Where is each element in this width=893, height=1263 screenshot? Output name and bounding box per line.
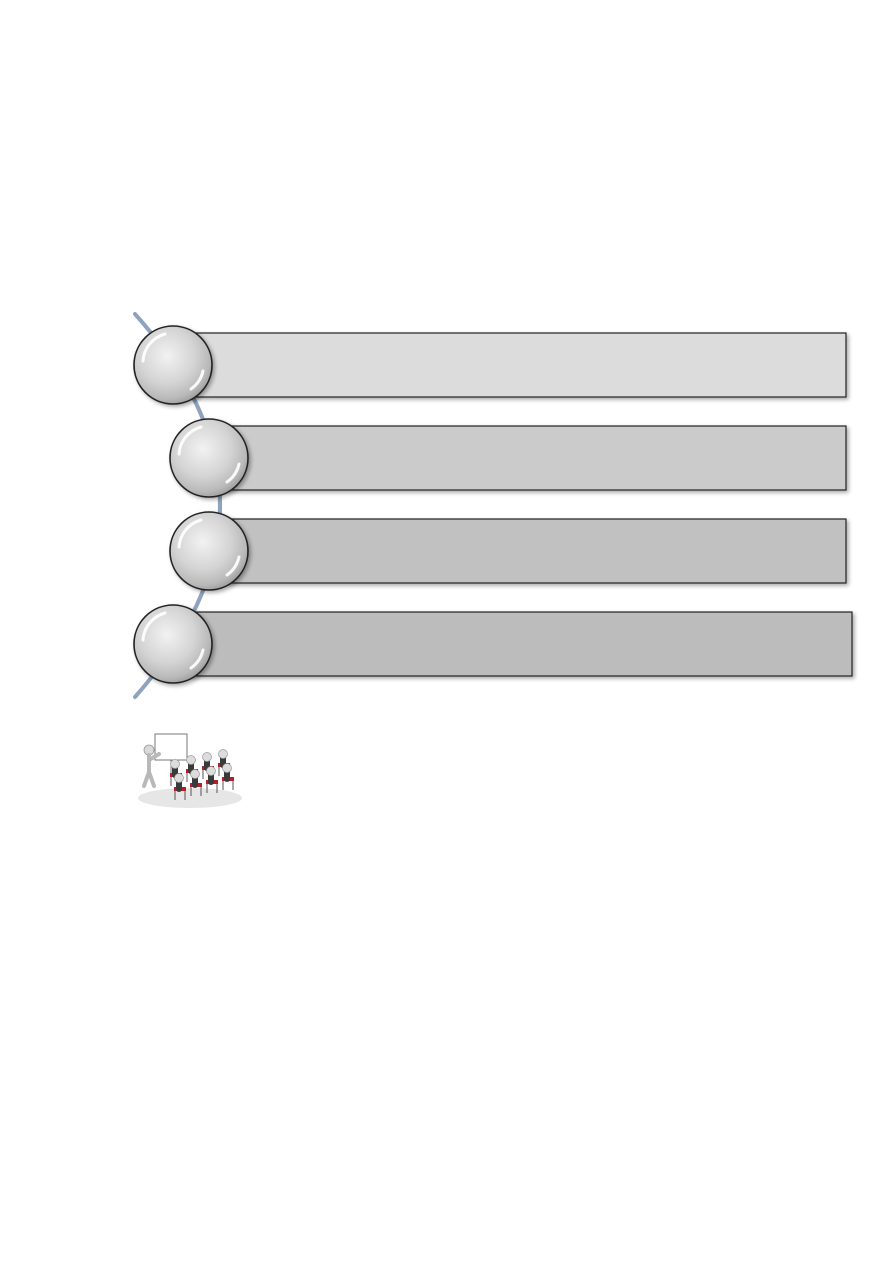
audience-figure-5 [174, 773, 186, 800]
list-circle-2 [169, 418, 249, 498]
list-bar-2 [225, 425, 847, 491]
circle-gloss-lower-4 [189, 648, 205, 670]
list-bar-4 [189, 611, 853, 677]
list-item-1 [133, 325, 847, 405]
list-bar-1 [189, 332, 847, 398]
presentation-audience-icon [138, 733, 242, 808]
circle-gloss-2 [177, 425, 203, 456]
list-circle-1 [133, 325, 213, 405]
circle-gloss-3 [177, 518, 203, 549]
circle-gloss-1 [141, 332, 167, 363]
audience-figure-6 [190, 769, 202, 796]
list-circle-3 [169, 511, 249, 591]
list-item-3 [169, 511, 847, 591]
circle-gloss-lower-3 [225, 555, 241, 577]
circle-gloss-4 [141, 611, 167, 642]
list-circle-4 [133, 604, 213, 684]
list-item-4 [133, 604, 853, 684]
audience-figure-8 [222, 763, 234, 790]
audience-figure-7 [206, 766, 218, 793]
list-item-2 [169, 418, 847, 498]
list-bar-3 [225, 518, 847, 584]
circle-gloss-lower-2 [225, 462, 241, 484]
circle-gloss-lower-1 [189, 369, 205, 391]
list-items [133, 325, 853, 684]
